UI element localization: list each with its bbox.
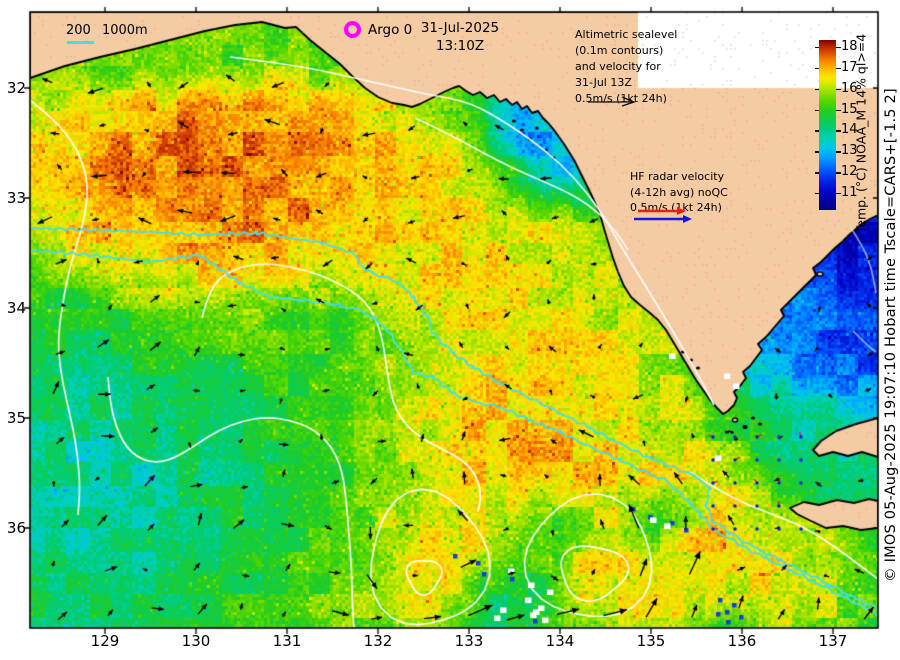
colorbar-tick-mark	[836, 109, 841, 111]
isobath-sample-line-icon	[67, 41, 94, 44]
copyright-credit: © IMOS 05-Aug-2025 19:07:10 Hobart time …	[883, 88, 899, 582]
colorbar-tick-mark	[814, 67, 819, 70]
y-tick-label-35: 35	[6, 409, 26, 427]
colorbar-tick-mark	[836, 172, 841, 174]
x-tick-label-131: 131	[272, 632, 302, 650]
colorbar-tick-mark	[836, 47, 841, 49]
colorbar-tick-mark	[814, 88, 819, 91]
colorbar-tick-mark	[836, 67, 841, 70]
y-tick-label-32: 32	[6, 79, 26, 97]
timestamp-date: 31-Jul-2025	[420, 20, 500, 36]
altimetry-note: Altimetric sealevel (0.1m contours) and …	[575, 27, 677, 107]
colorbar-tick-mark	[836, 88, 841, 91]
x-tick-label-132: 132	[363, 632, 393, 650]
colorbar-tick-label-17: 17	[841, 59, 858, 75]
x-tick-label-133: 133	[454, 632, 484, 650]
x-tick-label-129: 129	[90, 632, 120, 650]
colorbar-tick-label-18: 18	[841, 39, 858, 54]
isobath-legend-label: 200 1000m	[66, 23, 148, 38]
x-tick-label-130: 130	[181, 632, 211, 650]
x-tick-label-136: 136	[727, 632, 757, 650]
y-tick-label-36: 36	[6, 519, 26, 537]
colorbar-tick-mark	[836, 151, 841, 153]
colorbar-tick-label-13: 13	[841, 143, 858, 159]
colorbar-tick-label-15: 15	[841, 101, 858, 117]
timestamp: 31-Jul-2025 13:10Z	[400, 19, 520, 55]
argo-legend-label: Argo 0	[368, 22, 413, 38]
x-tick-label-135: 135	[636, 632, 666, 650]
altimetry-note-line: Altimetric sealevel	[575, 28, 678, 41]
x-tick-label-134: 134	[545, 632, 575, 650]
colorbar-label: Temp. (°C) NOAA_M 14% ql>=4	[853, 33, 869, 234]
colorbar-tick-label-14: 14	[841, 122, 858, 138]
hf-radar-note-line: (4-12h avg) noQC	[630, 185, 728, 199]
colorbar-tick-mark	[836, 193, 841, 195]
colorbar-tick-mark	[814, 151, 819, 153]
altimetry-note-line: 31-Jul 13Z	[575, 76, 632, 89]
x-tick-label-137: 137	[818, 632, 848, 650]
hf-radar-scale-arrows-icon	[634, 207, 692, 223]
timestamp-time: 13:10Z	[435, 38, 485, 54]
hf-radar-note-line: HF radar velocity	[630, 170, 725, 183]
colorbar-tick-mark	[814, 172, 819, 174]
colorbar-tick-mark	[814, 130, 819, 132]
colorbar-tick-label-16: 16	[841, 80, 858, 96]
y-tick-label-34: 34	[6, 299, 26, 317]
temperature-colorbar	[819, 40, 836, 210]
colorbar-tick-mark	[814, 109, 819, 111]
colorbar-tick-mark	[836, 130, 841, 132]
colorbar-tick-label-11: 11	[841, 185, 858, 200]
altimetry-note-line: and velocity for	[575, 60, 661, 73]
argo-marker-icon	[344, 21, 361, 38]
colorbar-tick-mark	[814, 47, 819, 49]
colorbar-tick-mark	[814, 193, 819, 195]
altimetry-scale-arrow-icon	[588, 96, 636, 107]
colorbar-tick-label-12: 12	[841, 164, 858, 180]
altimetry-note-line: (0.1m contours)	[575, 44, 664, 57]
y-tick-label-33: 33	[6, 189, 26, 207]
